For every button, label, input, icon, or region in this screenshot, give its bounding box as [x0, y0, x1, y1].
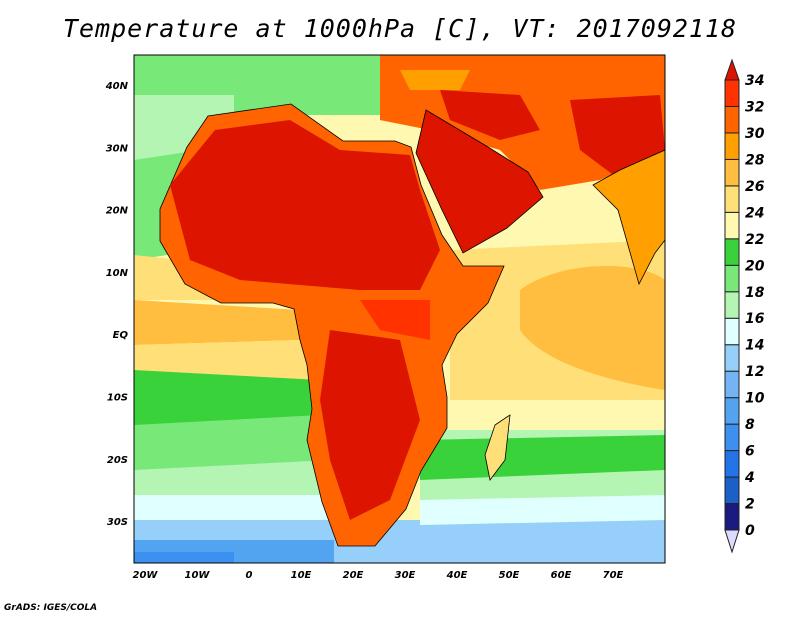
colorbar-swatch	[724, 370, 740, 399]
colorbar-swatch	[724, 450, 740, 478]
colorbar-swatch	[724, 185, 740, 213]
colorbar-swatch	[724, 291, 740, 319]
colorbar-label: 20	[745, 258, 765, 274]
x-tick-label: 50E	[499, 570, 520, 581]
colorbar-label: 22	[745, 232, 764, 248]
x-tick-label: 40E	[446, 570, 468, 581]
colorbar-label: 6	[745, 444, 755, 460]
map-frame	[133, 54, 666, 564]
grads-credit: GrADS: IGES/COLA	[4, 603, 98, 613]
colorbar-label: 18	[745, 285, 765, 301]
colorbar-swatch	[724, 503, 740, 531]
colorbar-label: 24	[745, 205, 764, 221]
x-tick-label: 10E	[291, 570, 312, 581]
colorbar-swatch	[724, 211, 740, 240]
y-tick-label: 20N	[106, 206, 129, 217]
x-axis: 20W 10W 0 10E 20E 30E 40E 50E 60E 70E	[133, 570, 624, 581]
x-tick-label: 0	[246, 570, 253, 581]
y-tick-label: 30S	[107, 517, 128, 528]
plot-title: Temperature at 1000hPa [C], VT: 20170921…	[62, 14, 738, 43]
india-region	[592, 149, 665, 286]
colorbar-label: 32	[745, 99, 764, 115]
colorbar-label: 30	[745, 126, 765, 142]
colorbar-swatch	[724, 423, 740, 452]
colorbar-swatch	[724, 344, 740, 372]
colorbar-swatch	[724, 264, 740, 293]
x-tick-label: 20W	[133, 570, 159, 581]
colorbar-label: 12	[745, 364, 764, 380]
x-tick-label: 70E	[603, 570, 624, 581]
colorbar-swatch	[724, 79, 740, 107]
colorbar-label: 26	[745, 179, 765, 195]
colorbar-swatch	[724, 158, 740, 187]
colorbar-swatch	[724, 476, 740, 505]
colorbar-over-arrow	[724, 58, 740, 81]
arabia-region	[415, 109, 544, 254]
y-tick-label: 40N	[105, 81, 129, 92]
colorbar-swatch	[724, 132, 740, 160]
y-tick-label: 20S	[107, 455, 128, 466]
temperature-field	[134, 55, 665, 563]
y-axis: 40N 30N 20N 10N EQ 10S 20S 30S	[105, 81, 129, 528]
colorbar-label: 14	[745, 338, 764, 354]
colorbar-under-arrow	[724, 529, 740, 554]
x-tick-label: 30E	[395, 570, 416, 581]
colorbar-swatch	[724, 397, 740, 425]
colorbar-label: 28	[745, 152, 765, 168]
colorbar-label: 4	[744, 470, 755, 486]
madagascar	[484, 414, 511, 481]
colorbar-label: 10	[745, 391, 765, 407]
colorbar-label: 16	[745, 311, 765, 327]
colorbar-swatch	[724, 238, 740, 266]
colorbar-swatch	[724, 105, 740, 134]
colorbar-label: 0	[745, 523, 755, 539]
sahara-hot-zone	[170, 120, 440, 290]
y-tick-label: 10N	[106, 268, 129, 279]
colorbar-label: 8	[745, 417, 755, 433]
x-tick-label: 20E	[343, 570, 364, 581]
x-tick-label: 60E	[551, 570, 572, 581]
x-tick-label: 10W	[185, 570, 211, 581]
y-tick-label: 10S	[107, 393, 128, 404]
colorbar-label: 34	[745, 73, 764, 89]
colorbar-label: 2	[745, 497, 755, 513]
colorbar-swatch	[724, 317, 740, 346]
y-tick-label: 30N	[106, 143, 129, 154]
y-tick-label: EQ	[113, 330, 129, 341]
